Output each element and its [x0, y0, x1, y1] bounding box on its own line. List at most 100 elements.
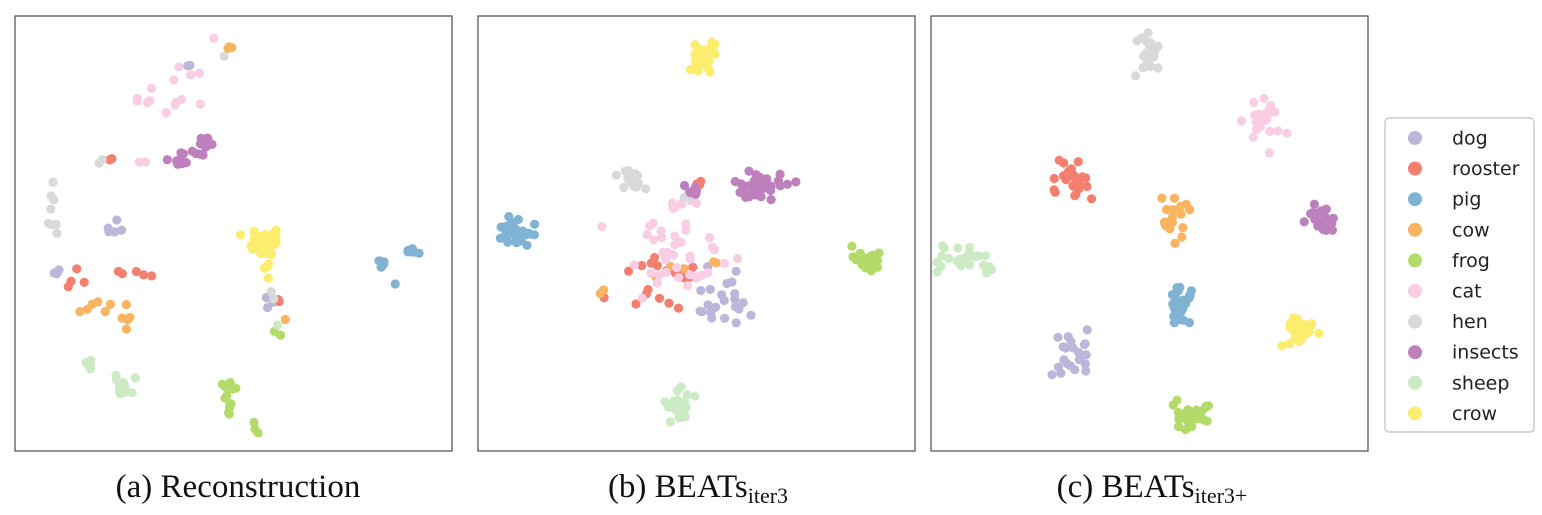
point-cow [121, 324, 131, 334]
point-cow [1169, 193, 1180, 203]
legend-marker [1408, 375, 1422, 390]
point-rooster [646, 258, 656, 268]
point-cat [652, 278, 663, 288]
point-cat [674, 273, 684, 283]
point-crow [694, 49, 704, 59]
point-cat [1259, 93, 1269, 103]
point-rooster [131, 266, 141, 277]
legend-entry-insects: insects [1408, 342, 1519, 364]
point-pig [516, 236, 526, 246]
point-insects [187, 146, 197, 156]
point-pig [506, 226, 516, 236]
point-cow [708, 257, 719, 267]
point-hen [49, 195, 59, 205]
point-rooster [1082, 181, 1092, 192]
point-dog [719, 295, 729, 306]
point-cat [1236, 116, 1247, 126]
point-frog [873, 256, 883, 266]
point-cow [121, 300, 131, 310]
point-crow [263, 273, 273, 283]
point-dog [711, 302, 721, 312]
point-rooster [1068, 181, 1078, 191]
point-frog [253, 428, 263, 438]
point-cat [209, 33, 219, 43]
point-rooster [637, 261, 647, 271]
point-sheep [86, 361, 96, 371]
legend-label: insects [1452, 342, 1519, 364]
point-crow [1277, 341, 1287, 351]
point-cat [176, 94, 187, 105]
point-insects [756, 192, 766, 202]
point-cat [707, 242, 717, 252]
point-dog [1068, 343, 1078, 353]
point-pig [1171, 294, 1181, 304]
point-cat [660, 255, 671, 265]
point-sheep [130, 373, 140, 383]
point-cat [676, 237, 686, 247]
point-rooster [1054, 155, 1064, 165]
point-rooster [1077, 172, 1087, 182]
point-rooster [654, 293, 665, 303]
point-sheep [982, 261, 992, 271]
point-pig [529, 230, 539, 240]
point-rooster [1059, 171, 1069, 181]
point-insects [173, 156, 183, 166]
legend-entry-cat: cat [1408, 281, 1482, 303]
point-insects [773, 176, 784, 186]
legend-frame [1384, 117, 1535, 433]
point-cat [1264, 148, 1275, 158]
point-dog [703, 300, 713, 310]
point-insects [791, 177, 801, 187]
legend-entry-hen: hen [1408, 311, 1488, 333]
legend-entry-rooster: rooster [1408, 158, 1520, 180]
point-insects [766, 185, 776, 196]
point-hen [619, 182, 629, 193]
legend-marker [1408, 161, 1422, 176]
point-dog [746, 310, 756, 320]
point-pig [1169, 311, 1179, 321]
point-frog [222, 391, 232, 401]
panel-reconstruction [14, 15, 453, 452]
point-cow [1177, 232, 1187, 242]
point-rooster [673, 303, 684, 313]
point-cat [1255, 119, 1265, 129]
scatter-points [932, 28, 1338, 435]
point-insects [762, 174, 772, 184]
point-sheep [682, 390, 692, 400]
point-sheep [936, 261, 946, 271]
panel-beats-iter3-plus [930, 15, 1369, 452]
point-frog [226, 399, 236, 409]
point-cow [100, 306, 110, 317]
point-insects [766, 195, 776, 205]
point-cat [670, 231, 680, 241]
point-dog [1081, 366, 1091, 376]
point-sheep [272, 320, 283, 330]
point-cat [658, 247, 668, 257]
legend-marker [1408, 284, 1422, 298]
point-cat [1250, 110, 1260, 120]
point-frog [848, 252, 858, 262]
point-sheep [937, 251, 947, 261]
scatter-points [43, 33, 424, 438]
point-cat [705, 233, 715, 243]
point-rooster [147, 271, 157, 281]
legend-entry-pig: pig [1408, 189, 1481, 211]
point-pig [530, 219, 540, 229]
point-cat [732, 253, 743, 264]
point-cow [75, 307, 85, 317]
legend-label: dog [1452, 128, 1488, 150]
point-cow [1178, 223, 1188, 233]
point-cow [595, 289, 605, 299]
point-hen [1153, 41, 1163, 52]
point-crow [1294, 321, 1304, 331]
point-crow [235, 230, 246, 240]
point-hen [46, 204, 56, 214]
point-sheep [964, 260, 975, 270]
point-cow [105, 299, 115, 309]
point-insects [744, 166, 754, 176]
caption-c: (c) BEATsiter3+ [1057, 469, 1248, 508]
point-crow [704, 56, 714, 66]
point-sheep [678, 408, 689, 418]
point-cat [685, 254, 695, 264]
point-pig [1172, 283, 1182, 293]
